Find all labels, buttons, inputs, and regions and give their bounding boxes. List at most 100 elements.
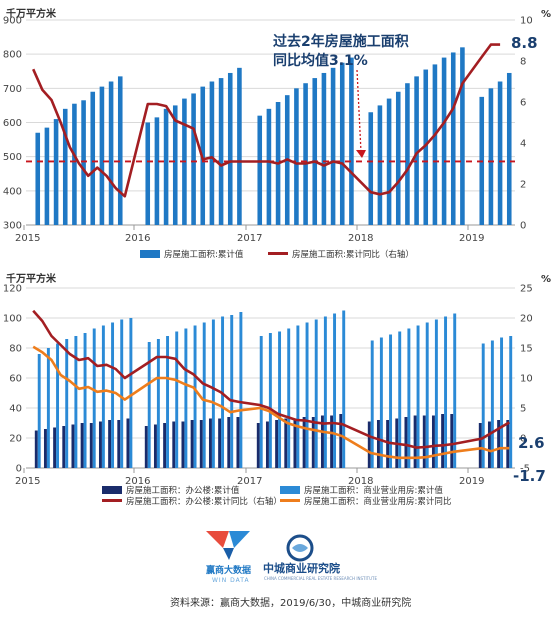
chart2-line-series (32, 345, 510, 460)
chart2-bar (156, 339, 160, 468)
chart1-bar (90, 91, 96, 225)
chart2-bar (339, 414, 343, 468)
chart2-bar (333, 313, 337, 468)
chart1-right-tick: 10 (520, 16, 533, 27)
chart1-bar (294, 88, 299, 225)
chart2-bar (441, 414, 445, 468)
chart2-bar (153, 424, 157, 468)
chart2-bar (416, 325, 420, 468)
ccreri-logo-subtext: CHINA COMMERCIAL REAL ESTATE RESEARCH IN… (264, 576, 377, 581)
chart1-right-tick: 8 (520, 57, 526, 68)
chart1-bar (191, 93, 196, 225)
chart2-bar (37, 354, 41, 468)
chart1-bar (506, 72, 512, 225)
chart1-bars (35, 47, 512, 226)
chart2-bar (305, 322, 309, 468)
chart2-legend-swatch-retail-line (280, 499, 300, 502)
chart2-bar (320, 415, 324, 468)
chart1-bar (488, 88, 494, 225)
chart2-end-label-office: 2.6 (518, 434, 545, 452)
ccreri-logo-ring (286, 534, 314, 562)
chart2-bar (509, 336, 513, 468)
chart2-legend-swatch-office-line (102, 499, 122, 502)
chart2-bar (431, 415, 435, 468)
chart2-bar (227, 417, 231, 468)
chart2-bar (117, 420, 121, 468)
chart2-bar (92, 328, 96, 468)
chart2-right-tick: 5 (520, 404, 526, 415)
chart1-bar (108, 81, 114, 225)
chart2-bar (481, 343, 485, 468)
win-data-logo-mark-dark (223, 548, 234, 560)
chart2-bar (287, 328, 291, 468)
chart1-bar (117, 76, 123, 225)
chart2-bar (389, 334, 393, 468)
chart2-year-label: 2018 (348, 476, 373, 487)
chart2-bar (83, 333, 87, 468)
chart2-bar (284, 418, 288, 468)
chart1-left-tick: 700 (3, 84, 22, 95)
chart2-bar (497, 420, 501, 468)
chart2-bar (268, 333, 272, 468)
chart1-bar (145, 122, 151, 225)
chart2-bar (208, 418, 212, 468)
chart1-bar (99, 86, 105, 225)
chart2-bar (275, 420, 279, 468)
chart2-bar (71, 424, 75, 468)
chart2-bar (129, 318, 133, 468)
chart2-bar (379, 337, 383, 468)
chart1-legend-swatch-line (268, 252, 288, 255)
chart1-bar (72, 103, 77, 225)
chart1-year-label: 2015 (15, 233, 40, 244)
chart2-bar (398, 331, 402, 468)
chart2-bar (181, 421, 185, 468)
chart2-line-series (32, 309, 510, 449)
chart1-bar (53, 119, 59, 225)
chart2-bar (444, 316, 448, 468)
chart1-bar (81, 100, 86, 225)
chart2-bar (43, 429, 47, 468)
chart2-bar (413, 415, 417, 468)
chart2-bar (236, 417, 240, 468)
chart2-left-tick: 60 (9, 374, 22, 385)
chart2-bar (108, 420, 112, 468)
chart2-bar (386, 420, 390, 468)
chart1-bar (368, 112, 374, 225)
chart2-bars (34, 310, 513, 468)
chart1-annotation-arrowhead (356, 150, 366, 158)
chart1-right-tick: 0 (520, 221, 526, 232)
chart1-bar (209, 81, 215, 225)
win-data-logo-mark-blue (229, 531, 250, 548)
chart1-left-tick: 300 (3, 221, 22, 232)
chart1-legend-line-label: 房屋施工面积:累计同比（右轴） (292, 249, 414, 260)
chart2-left-tick: 100 (3, 314, 22, 325)
chart1-year-label: 2017 (237, 233, 262, 244)
chart1-year-label: 2016 (125, 233, 150, 244)
chart2-year-label: 2017 (237, 476, 262, 487)
chart2-bar (487, 421, 491, 468)
chart2-bar (89, 423, 93, 468)
chart2-left-tick: 20 (9, 434, 22, 445)
chart2-bar (422, 415, 426, 468)
chart1-bar (450, 52, 456, 226)
chart2-bar (450, 414, 454, 468)
chart1-bar (377, 105, 383, 225)
chart1-bar (330, 67, 336, 225)
chart1-bar (460, 47, 465, 226)
chart1-bar (321, 72, 327, 225)
chart1-left-tick: 900 (3, 16, 22, 27)
chart2-bar (330, 415, 334, 468)
chart2-bar (46, 348, 50, 468)
chart1-left-tick: 600 (3, 118, 22, 129)
chart2-end-label-retail: -1.7 (513, 467, 546, 485)
chart2-left-tick: 80 (9, 344, 22, 355)
chart1-bar (414, 76, 419, 225)
chart1-bar (441, 57, 447, 226)
chart2-bar (163, 423, 167, 468)
chart2-bar (126, 418, 130, 468)
chart1-left-unit: 千万平方米 (6, 7, 57, 20)
chart1-bar (35, 132, 41, 225)
chart2-left-tick: 0 (16, 464, 22, 475)
chart2-bar (101, 325, 105, 468)
